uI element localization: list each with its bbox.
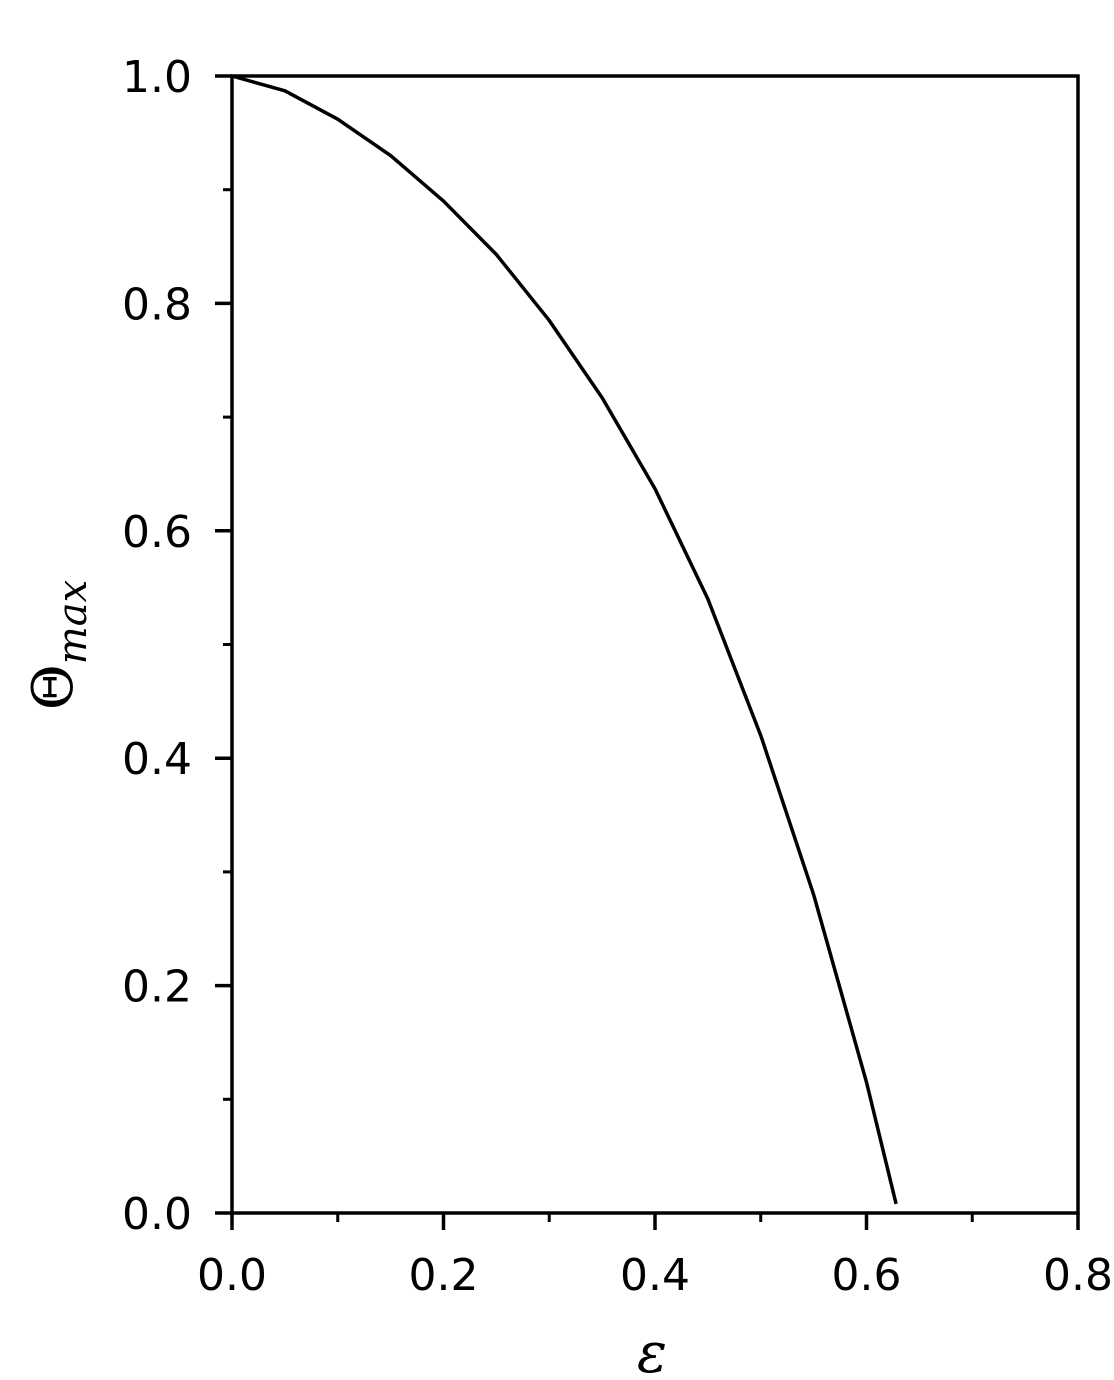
y-axis-label-subscript: max [50,580,96,664]
x-tick-label: 0.4 [620,1250,690,1301]
x-tick-label: 0.8 [1043,1250,1113,1301]
x-axis-label: ε [637,1321,667,1380]
y-tick-label: 1.0 [122,52,192,103]
major-ticks [215,74,1080,1230]
tick-labels: 0.0 0.2 0.4 0.6 0.8 0.0 0.2 0.4 0.6 0.8 1.0 [122,52,1113,1301]
x-tick-label: 0.0 [197,1250,267,1301]
y-tick-label: 0.4 [122,734,192,785]
y-axis-label-symbol: Θ [21,664,86,710]
y-tick-label: 0.8 [122,279,192,330]
y-tick-label: 0.0 [122,1189,192,1240]
series-layer [231,74,898,1205]
plot-frame [230,74,1080,1215]
x-tick-label: 0.6 [832,1250,902,1301]
y-axis-label: Θmax [21,580,96,710]
series-line-0 [231,74,898,1205]
svg-text:Θmax: Θmax [21,580,96,710]
y-tick-label: 0.2 [122,962,192,1013]
x-tick-label: 0.2 [409,1250,479,1301]
minor-ticks [223,188,974,1222]
y-tick-label: 0.6 [122,507,192,558]
